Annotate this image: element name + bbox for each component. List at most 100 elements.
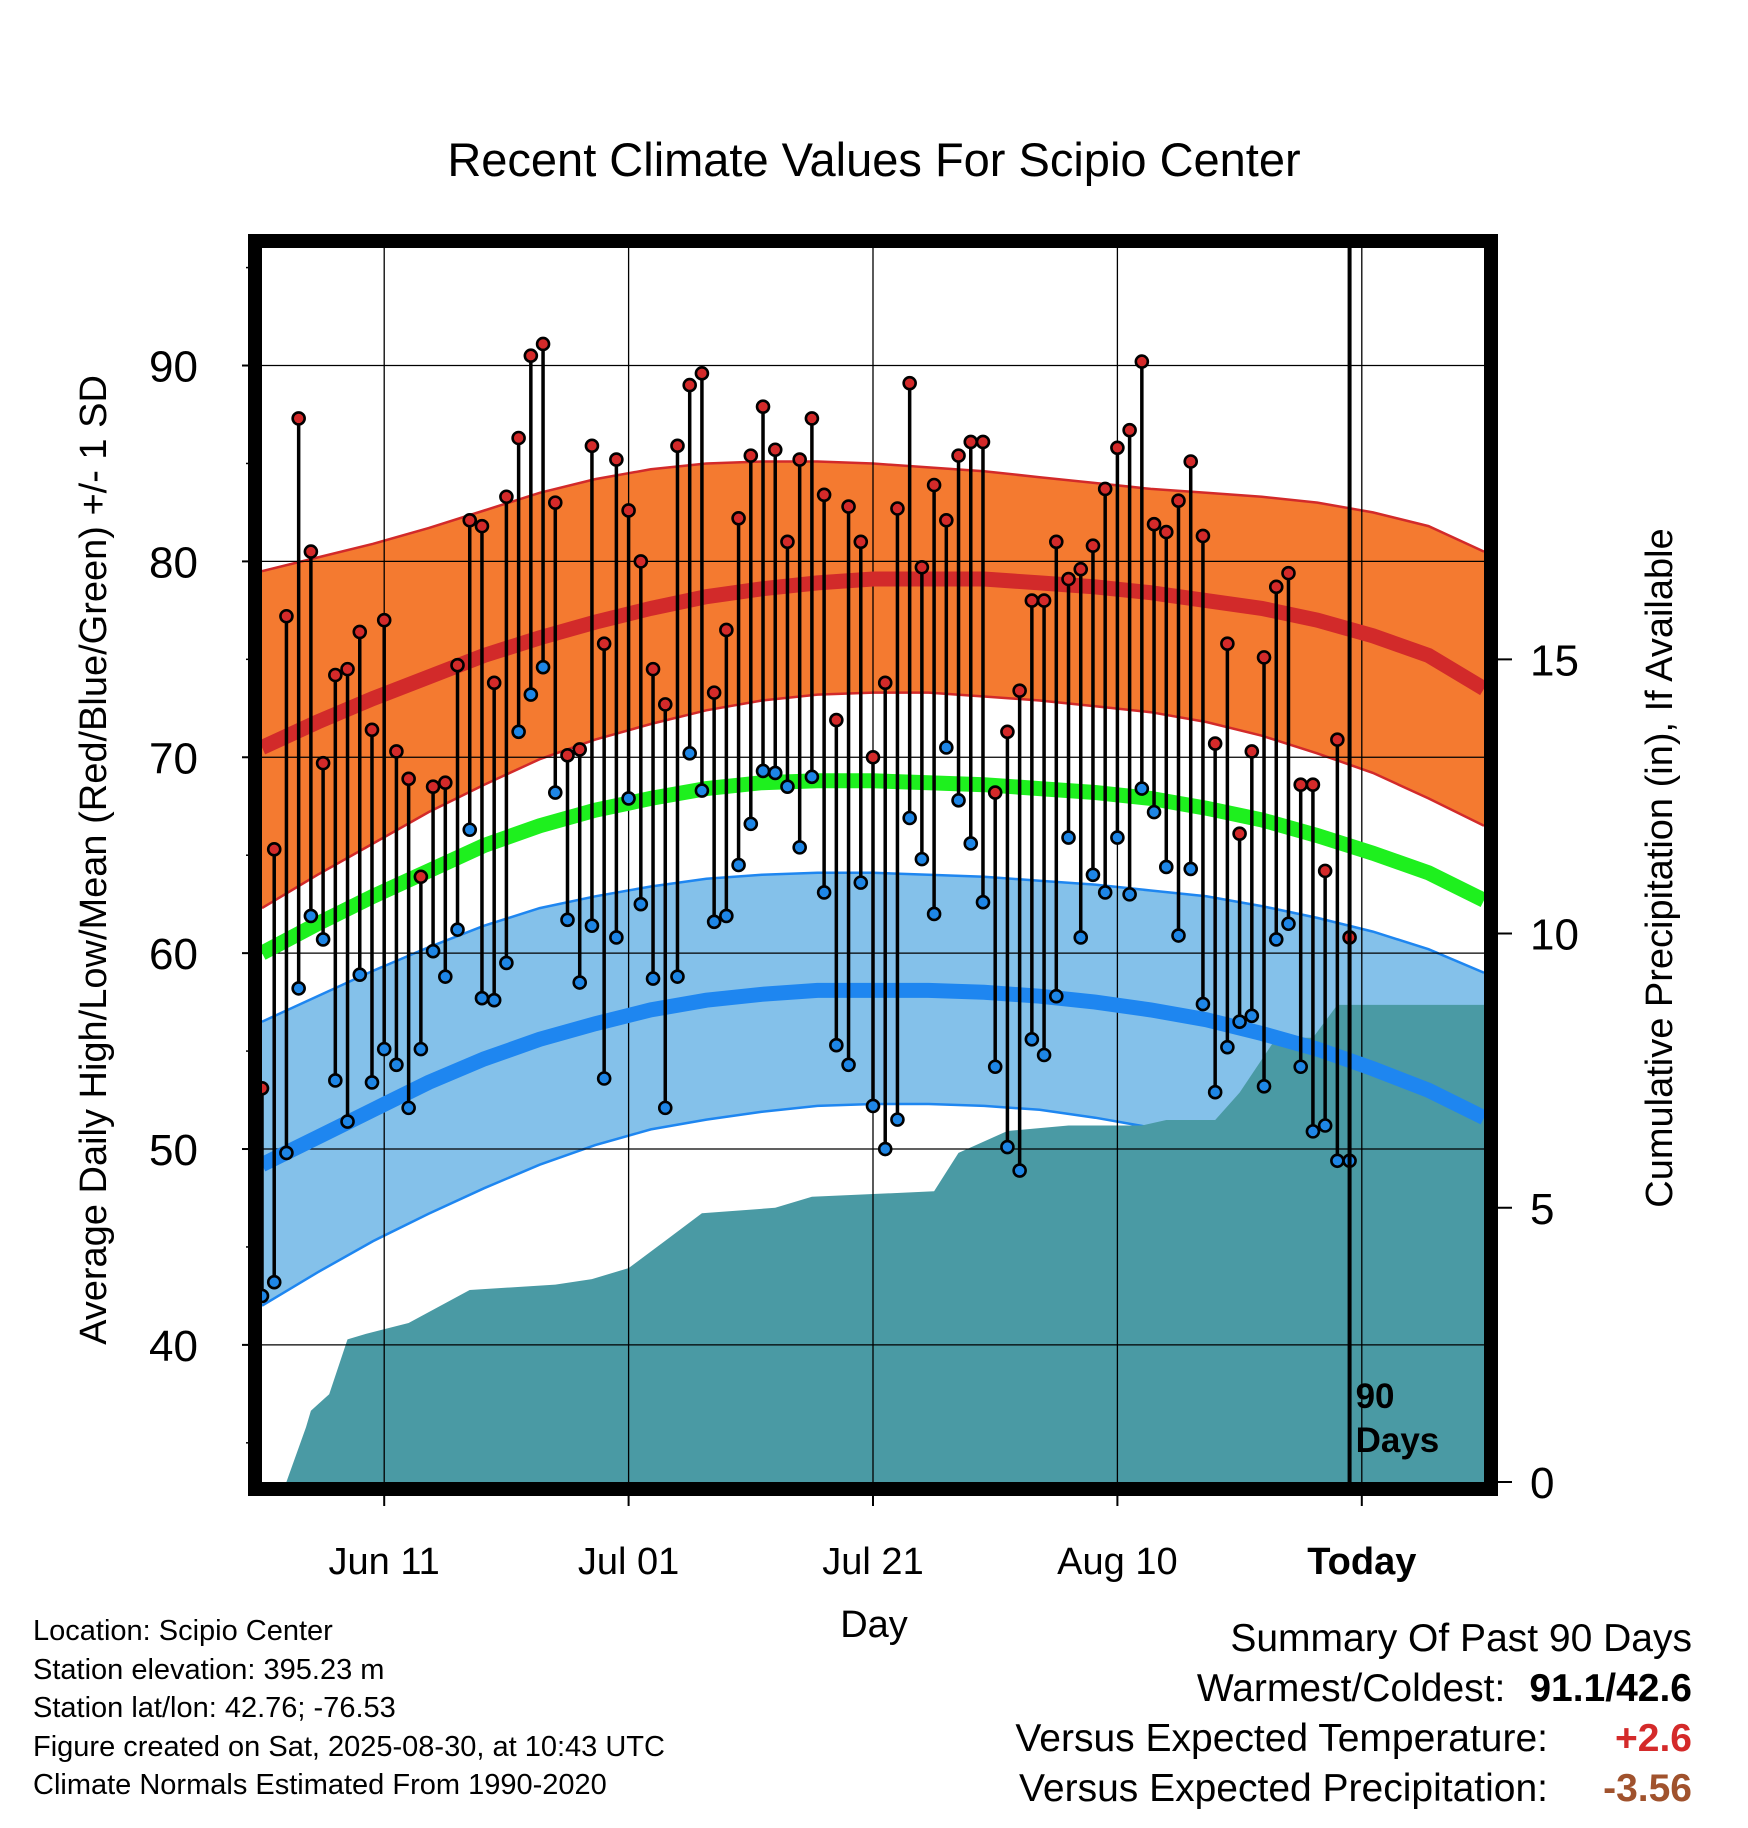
low-point (1281, 916, 1296, 932)
high-point (755, 399, 771, 414)
summary-panel: Summary Of Past 90 Days Warmest/Coldest:… (1015, 1614, 1692, 1814)
low-point (523, 687, 539, 702)
low-point (829, 1037, 844, 1053)
location-text: Location: Scipio Center (33, 1615, 333, 1647)
high-point (902, 375, 917, 391)
latlon-text: Station lat/lon: 42.76; -76.53 (33, 1692, 396, 1724)
low-point (975, 894, 991, 910)
high-point (1122, 422, 1137, 438)
high-point (1244, 744, 1260, 759)
x-tick-label: Jul 21 (822, 1541, 923, 1583)
x-tick-label: Jun 11 (329, 1541, 440, 1583)
low-point (1268, 932, 1284, 947)
low-point (1122, 887, 1137, 902)
low-point (352, 967, 368, 982)
low-point (719, 908, 734, 924)
high-point (1195, 528, 1211, 544)
high-point (1097, 481, 1113, 497)
high-point (609, 452, 624, 467)
normals-text: Climate Normals Estimated From 1990-2020 (33, 1769, 607, 1801)
low-point (1195, 996, 1211, 1012)
high-point (584, 438, 600, 454)
low-point (462, 822, 478, 838)
x-tick-label: Jul 01 (578, 1541, 679, 1583)
low-point (902, 810, 917, 826)
y2-tick-label: 10 (1530, 911, 1579, 960)
high-point (816, 487, 832, 503)
high-point (657, 697, 673, 712)
high-point (1256, 650, 1272, 665)
high-point (1158, 524, 1174, 540)
high-point (780, 534, 795, 550)
high-point (1085, 538, 1101, 554)
high-point (877, 675, 893, 691)
low-point (1036, 1047, 1052, 1063)
high-point (389, 744, 404, 759)
high-point (767, 442, 783, 458)
low-point (780, 779, 795, 794)
high-point (1232, 826, 1247, 841)
temp-label: Versus Expected Temperature: (1015, 1717, 1548, 1760)
high-point (975, 434, 991, 450)
y2-tick-label: 0 (1530, 1459, 1554, 1508)
high-point (706, 685, 722, 700)
high-point (376, 612, 392, 628)
high-point (596, 636, 612, 651)
low-point (499, 955, 514, 971)
high-point (291, 411, 306, 426)
low-point (1244, 1008, 1260, 1024)
y2-axis-label: Cumulative Precipitation (in), If Availa… (1639, 528, 1681, 1207)
low-point (1085, 867, 1101, 883)
low-point (315, 932, 331, 947)
low-point (474, 990, 490, 1006)
high-point (963, 434, 979, 450)
normal-high-line (262, 571, 1484, 755)
low-point (584, 918, 600, 934)
high-point (340, 661, 355, 677)
high-point (1049, 534, 1064, 550)
x-tick-label: Today (1307, 1541, 1416, 1583)
low-point (767, 765, 783, 781)
low-point (262, 1288, 270, 1304)
warm-cold-value: 91.1/42.6 (1529, 1667, 1692, 1710)
low-point (1097, 885, 1113, 900)
high-point (1110, 440, 1125, 456)
elevation-text: Station elevation: 395.23 m (33, 1653, 385, 1686)
high-point (1000, 724, 1015, 740)
high-point (437, 775, 453, 791)
high-point (1220, 636, 1235, 651)
low-point (939, 740, 954, 755)
y-tick-label: 90 (149, 343, 198, 392)
high-point (890, 501, 905, 516)
high-point (523, 348, 539, 364)
low-point (1317, 1118, 1333, 1133)
high-point (1317, 863, 1333, 879)
low-point (963, 836, 979, 851)
low-point (1061, 830, 1076, 845)
temp-value: +2.6 (1615, 1717, 1692, 1760)
y-tick-label: 60 (149, 930, 198, 979)
high-point (560, 748, 575, 763)
high-point (1207, 736, 1223, 751)
summary-warm-cold: Warmest/Coldest: 91.1/42.6 (1015, 1664, 1692, 1714)
x-axis-label: Day (840, 1604, 908, 1646)
low-point (1256, 1079, 1272, 1094)
warm-cold-label: Warmest/Coldest: (1196, 1667, 1506, 1710)
x-tick-label: Aug 10 (1057, 1541, 1177, 1583)
y-tick-label: 70 (149, 734, 198, 783)
summary-precip: Versus Expected Precipitation: -3.56 (1015, 1764, 1692, 1814)
low-point (670, 969, 685, 984)
y-tick-label: 50 (149, 1126, 198, 1175)
low-point (877, 1141, 893, 1157)
low-point (865, 1098, 881, 1114)
low-point (1232, 1014, 1247, 1029)
high-point (303, 544, 319, 559)
high-point (262, 1080, 270, 1096)
y-axis-label: Average Daily High/Low/Mean (Red/Blue/Gr… (73, 375, 115, 1345)
high-point (1036, 593, 1052, 608)
high-point (914, 559, 930, 575)
high-point (364, 722, 380, 738)
y-tick-label: 80 (149, 538, 198, 587)
high-point (425, 779, 441, 794)
